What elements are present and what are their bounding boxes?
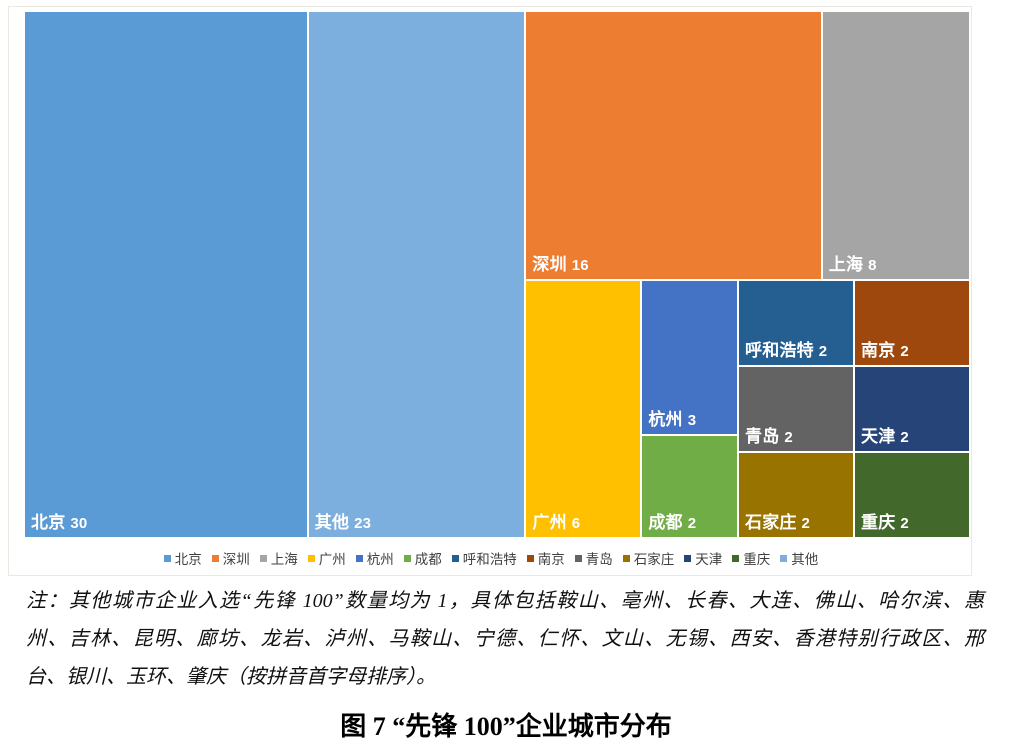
tile-label: 杭州 3 <box>648 409 697 429</box>
tile-label: 天津 2 <box>861 427 909 447</box>
chart-legend: 北京 深圳 上海 广州 杭州 成都 呼和浩特 南京 青岛 石家庄 天津 重庆 其他 <box>9 544 973 572</box>
chart-frame: 北京 30 其他 23 深圳 16 上海 8 广州 6 杭州 3 成都 2 呼和浩特 2 南京 … <box>8 6 972 576</box>
legend-label: 其他 <box>791 552 819 567</box>
tile-label: 上海 8 <box>828 255 877 275</box>
tile-label: 南京 2 <box>861 341 909 361</box>
legend-label: 杭州 <box>366 552 394 567</box>
treemap-tile: 青岛 2 <box>738 366 854 453</box>
legend-item: 广州 <box>307 548 346 568</box>
legend-color-swatch-icon <box>355 554 363 562</box>
tile-label: 成都 2 <box>648 512 697 532</box>
legend-item: 北京 <box>163 548 202 568</box>
figure-title: 图 7 “先锋 100”企业城市分布 <box>340 712 672 741</box>
tile-label: 石家庄 2 <box>745 512 811 532</box>
legend-color-swatch-icon <box>684 554 692 562</box>
legend-color-swatch-icon <box>622 554 630 562</box>
note-line: 注：其他城市企业入选“先锋 100”数量均为 1，具体包括鞍山、亳州、长春、大连… <box>26 590 984 612</box>
legend-label: 成都 <box>414 552 442 567</box>
note-line: 台、银川、玉环、肇庆（按拼音首字母排序）。 <box>26 666 436 688</box>
legend-label: 青岛 <box>585 552 613 567</box>
treemap-tile: 深圳 16 <box>525 11 822 281</box>
legend-item: 南京 <box>526 548 565 568</box>
legend-label: 重庆 <box>743 552 771 567</box>
treemap-tile: 其他 23 <box>307 11 526 538</box>
legend-color-swatch-icon <box>307 554 315 562</box>
treemap-tile: 天津 2 <box>854 366 970 453</box>
legend-label: 天津 <box>695 552 723 567</box>
treemap-chart: 北京 30 其他 23 深圳 16 上海 8 广州 6 杭州 3 成都 2 呼和浩特 2 南京 … <box>24 11 970 538</box>
tile-label: 北京 30 <box>31 513 88 532</box>
legend-color-swatch-icon <box>732 554 740 562</box>
legend-color-swatch-icon <box>574 554 582 562</box>
legend-label: 石家庄 <box>633 552 675 567</box>
legend-label: 深圳 <box>222 552 250 567</box>
legend-color-swatch-icon <box>780 554 788 562</box>
legend-item: 其他 <box>780 548 818 568</box>
treemap-tile: 杭州 3 <box>641 280 739 435</box>
note-text: 注：其他城市企业入选“先锋 100”数量均为 1，具体包括鞍山、亳州、长春、大连… <box>26 582 984 696</box>
tile-label: 深圳 16 <box>532 255 589 275</box>
legend-color-swatch-icon <box>259 554 267 562</box>
legend-item: 石家庄 <box>622 548 675 568</box>
treemap-tile: 呼和浩特 2 <box>738 280 854 367</box>
treemap-tile: 广州 6 <box>525 280 642 538</box>
legend-color-swatch-icon <box>526 554 534 562</box>
legend-color-swatch-icon <box>211 554 219 562</box>
tile-label: 重庆 2 <box>861 512 909 532</box>
tile-label: 呼和浩特 2 <box>745 341 828 361</box>
legend-item: 呼和浩特 <box>451 548 517 568</box>
legend-item: 深圳 <box>211 548 250 568</box>
tile-label: 青岛 2 <box>745 427 793 447</box>
treemap-tile: 石家庄 2 <box>738 452 854 538</box>
tile-label: 广州 6 <box>532 512 581 532</box>
legend-item: 上海 <box>259 548 298 568</box>
legend-label: 广州 <box>318 552 346 567</box>
treemap-tile: 上海 8 <box>821 11 970 281</box>
legend-item: 重庆 <box>732 548 770 568</box>
legend-item: 天津 <box>684 548 722 568</box>
legend-color-swatch-icon <box>451 554 459 562</box>
legend-label: 上海 <box>270 552 298 567</box>
legend-item: 青岛 <box>574 548 613 568</box>
legend-color-swatch-icon <box>403 554 411 562</box>
legend-label: 北京 <box>174 552 202 567</box>
treemap-tile: 成都 2 <box>641 434 739 538</box>
note-line: 州、吉林、昆明、廊坊、龙岩、泸州、马鞍山、宁德、仁怀、文山、无锡、西安、香港特别… <box>26 628 984 650</box>
legend-item: 成都 <box>403 548 442 568</box>
treemap-tile: 重庆 2 <box>854 452 970 538</box>
legend-label: 南京 <box>537 552 565 567</box>
treemap-tile: 南京 2 <box>854 280 970 367</box>
legend-color-swatch-icon <box>163 554 171 562</box>
treemap-tile: 北京 30 <box>24 11 308 538</box>
tile-label: 其他 23 <box>314 513 372 532</box>
legend-label: 呼和浩特 <box>462 552 517 567</box>
legend-item: 杭州 <box>355 548 394 568</box>
